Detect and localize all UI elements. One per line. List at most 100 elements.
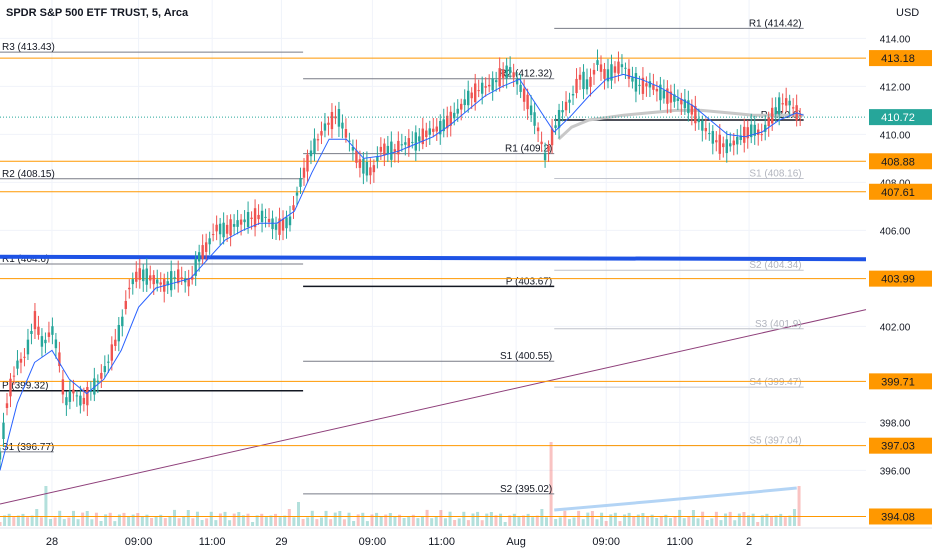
volume-bar [168, 516, 172, 526]
volume-bar [205, 518, 209, 526]
volume-bar [315, 519, 319, 526]
candle-body [764, 124, 767, 132]
volume-bar [779, 513, 783, 526]
volume-bar [44, 486, 48, 526]
volume-bar [209, 511, 213, 526]
candle-body [239, 219, 243, 225]
pivot-label: R3 (413.43) [2, 42, 55, 53]
pivot-label: P (399.32) [2, 381, 49, 392]
volume-bar [49, 519, 53, 526]
volume-bar [108, 512, 112, 526]
price-tick-label: 398.00 [880, 418, 911, 429]
candle-body [460, 103, 463, 110]
candle-body [58, 352, 61, 367]
candle-body [271, 218, 274, 230]
volume-bar [356, 514, 360, 526]
price-tick-label: 402.00 [880, 322, 911, 333]
candle-body [767, 117, 770, 127]
candle-body [47, 332, 51, 337]
vwap-line [557, 108, 804, 141]
candle-body [215, 224, 218, 232]
volume-bar [370, 514, 374, 526]
volume-bar [375, 512, 379, 526]
candle-body [631, 77, 634, 82]
candle-body [299, 177, 302, 187]
candle-body [170, 271, 173, 291]
currency-label: USD [896, 7, 920, 19]
candle-body [411, 141, 414, 143]
candle-body [543, 152, 547, 161]
candle-body [142, 269, 145, 282]
symbol-title: SPDR S&P 500 ETF TRUST, 5, Arca [6, 7, 189, 19]
candle-body [645, 83, 648, 87]
volume-bar [90, 519, 94, 526]
price-tick-label: 396.00 [880, 466, 911, 477]
axis-level-tag [869, 183, 932, 200]
candle-body [96, 380, 100, 383]
vwap-volume-line [554, 486, 797, 512]
candle-body [683, 99, 687, 109]
candle-body [362, 158, 365, 174]
volume-bar [535, 515, 539, 526]
volume-bar [177, 518, 181, 526]
candle-body [246, 211, 250, 228]
candle-body [603, 69, 606, 79]
volume-bar [136, 513, 140, 526]
candle-body [659, 84, 662, 101]
volume-bar [195, 511, 199, 526]
volume-bar [719, 520, 723, 526]
candle-body [44, 339, 47, 344]
candle-body [19, 358, 23, 363]
candle-body [606, 69, 610, 82]
candle-body [86, 387, 89, 406]
current-price-value: 410.72 [881, 112, 915, 124]
volume-bar [485, 513, 489, 526]
candle-body [355, 150, 358, 163]
candle-body [515, 78, 519, 85]
candle-body [156, 279, 159, 284]
volume-bar [604, 521, 608, 526]
volume-bar [319, 517, 323, 526]
volume-bar [650, 514, 654, 526]
volume-bar [558, 517, 562, 526]
volume-bar [62, 519, 66, 526]
candle-body [470, 92, 473, 99]
volume-bar [783, 517, 787, 526]
candle-body [491, 78, 494, 91]
volume-bar [35, 509, 39, 526]
axis-level-value: 397.03 [881, 441, 915, 453]
volume-bar [21, 513, 25, 526]
time-tick-label: 2 [746, 536, 752, 548]
volume-bar [333, 512, 337, 526]
axis-level-tag [869, 437, 932, 454]
volume-bar [310, 510, 314, 526]
candle-body [687, 100, 690, 114]
volume-bar [12, 517, 16, 526]
volume-bar [223, 511, 227, 526]
axis-level-value: 413.18 [881, 53, 915, 65]
candle-body [386, 145, 390, 155]
volume-bar [251, 522, 255, 526]
candle-body [711, 131, 715, 144]
candle-body [732, 140, 735, 146]
volume-bar [3, 515, 7, 526]
volume-bar [494, 515, 498, 526]
volume-bar [379, 516, 383, 526]
volume-bar [324, 510, 328, 526]
candle-body [12, 375, 16, 377]
candle-body [400, 144, 404, 146]
candle-body [715, 140, 718, 143]
volume-bar [517, 517, 521, 526]
candle-body [791, 107, 795, 109]
volume-bar [131, 514, 135, 526]
candle-body [79, 395, 82, 406]
candle-body [582, 71, 585, 90]
candle-body [344, 129, 348, 138]
candle-body [337, 109, 341, 127]
candle-body [180, 277, 183, 280]
volume-bar [186, 510, 190, 526]
time-tick-label: Aug [506, 536, 526, 548]
candle-body [718, 134, 721, 154]
pivot-label: S5 (397.04) [749, 435, 801, 446]
